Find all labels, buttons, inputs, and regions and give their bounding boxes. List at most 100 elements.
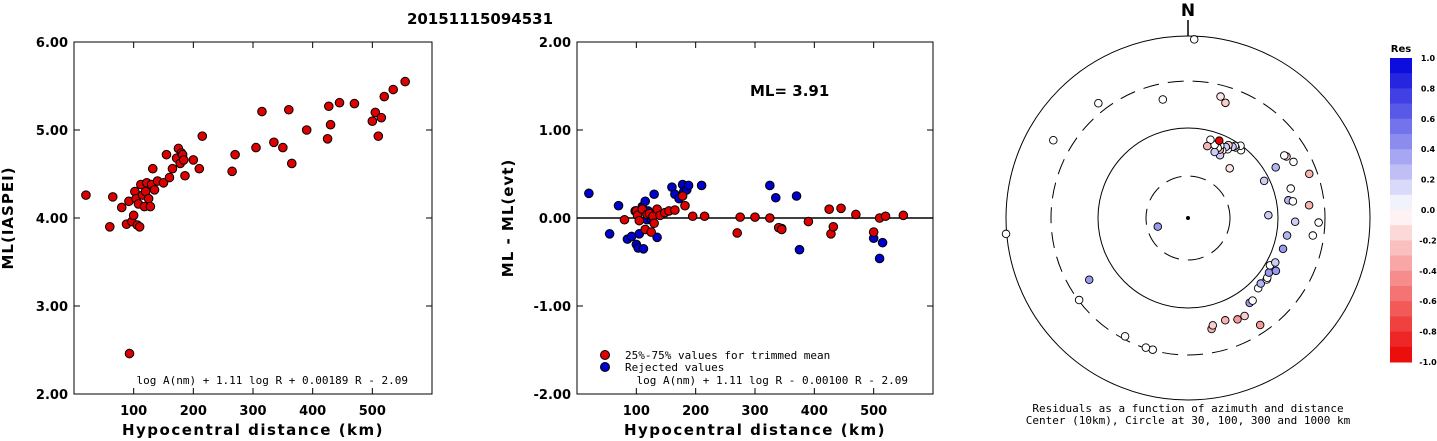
left-x-label: Hypocentral distance (km) bbox=[122, 421, 384, 439]
station-point bbox=[370, 107, 381, 118]
ring-300 bbox=[1050, 80, 1326, 356]
colorbar-cell bbox=[1390, 346, 1412, 363]
residual-point bbox=[1271, 266, 1281, 276]
residual-point bbox=[1290, 217, 1300, 226]
residual-point bbox=[1214, 136, 1224, 145]
rejected-point bbox=[640, 196, 651, 207]
polar-caption-1: Residuals as a function of azimuth and d… bbox=[1032, 402, 1343, 415]
station-point bbox=[145, 201, 156, 212]
middle-xtick-label: 100 bbox=[623, 404, 650, 419]
colorbar-tick-label: 0.8 bbox=[1421, 84, 1436, 93]
colorbar-cell bbox=[1390, 88, 1412, 105]
station-point bbox=[227, 166, 237, 177]
rejected-point bbox=[770, 192, 781, 203]
trimmed-mean-point bbox=[828, 222, 839, 232]
polar-caption-2: Center (10km), Circle at 30, 100, 300 an… bbox=[1026, 414, 1351, 427]
station-point bbox=[143, 193, 154, 204]
trimmed-mean-point bbox=[677, 191, 688, 201]
residual-point bbox=[1210, 147, 1219, 157]
station-point bbox=[128, 210, 139, 221]
residual-point bbox=[1120, 332, 1130, 341]
colorbar-tick-label: 0.6 bbox=[1421, 115, 1436, 124]
middle-ytick-label: 0.00 bbox=[539, 212, 571, 227]
left-ytick-label: 4.00 bbox=[36, 212, 68, 227]
rejected-point bbox=[613, 200, 624, 211]
colorbar-title: Res bbox=[1391, 44, 1411, 55]
residual-point bbox=[1271, 258, 1280, 267]
station-point bbox=[323, 101, 334, 112]
colorbar-cell bbox=[1390, 301, 1412, 317]
middle-y-label: ML - ML(evt) bbox=[499, 159, 517, 277]
residual-point bbox=[1001, 229, 1011, 239]
station-point bbox=[257, 106, 267, 117]
residual-point bbox=[1264, 210, 1273, 220]
colorbar-cell bbox=[1390, 331, 1412, 348]
left-xtick-label: 200 bbox=[180, 404, 207, 419]
colorbar-cell bbox=[1390, 164, 1412, 181]
station-point bbox=[167, 163, 178, 174]
station-point bbox=[188, 155, 199, 165]
station-point bbox=[116, 202, 127, 213]
colorbar-tick-label: 0.4 bbox=[1421, 145, 1436, 154]
residual-point bbox=[1208, 321, 1218, 330]
rejected-point bbox=[652, 232, 662, 243]
station-point bbox=[325, 119, 336, 130]
trimmed-mean-point bbox=[824, 204, 834, 214]
middle-formula: log A(nm) + 1.11 log R - 0.00100 R - 2.0… bbox=[636, 374, 908, 387]
rejected-point bbox=[791, 191, 802, 201]
middle-ytick-label: 1.00 bbox=[539, 124, 571, 139]
rejected-point bbox=[765, 180, 775, 191]
trimmed-mean-point bbox=[735, 212, 745, 222]
station-point bbox=[334, 97, 345, 108]
middle-xtick-label: 400 bbox=[801, 404, 828, 419]
station-point bbox=[388, 84, 399, 95]
residual-point bbox=[1220, 316, 1230, 325]
station-point bbox=[149, 185, 160, 195]
residual-point bbox=[1153, 222, 1163, 231]
ring-30 bbox=[1145, 175, 1231, 261]
colorbar-cell bbox=[1390, 103, 1412, 120]
trimmed-mean-point bbox=[634, 215, 645, 226]
colorbar-cell bbox=[1390, 149, 1412, 165]
trimmed-mean-point bbox=[687, 211, 698, 222]
left-plot-frame bbox=[73, 41, 433, 395]
station-point bbox=[349, 98, 360, 109]
trimmed-mean-point bbox=[680, 200, 690, 211]
middle-xtick-label: 300 bbox=[741, 404, 768, 419]
figure-title: 20151115094531 bbox=[407, 10, 553, 28]
station-point bbox=[134, 222, 145, 232]
trimmed-mean-point bbox=[880, 211, 891, 222]
station-point bbox=[161, 149, 172, 160]
station-point bbox=[105, 222, 115, 232]
station-point bbox=[322, 134, 333, 144]
station-point bbox=[379, 91, 390, 102]
colorbar-tick-label: -0.4 bbox=[1419, 267, 1437, 276]
residual-point bbox=[1158, 95, 1168, 104]
station-point bbox=[124, 348, 135, 359]
residual-point bbox=[1305, 169, 1314, 179]
station-point bbox=[284, 104, 294, 115]
colorbar-tick-label: 0.0 bbox=[1421, 206, 1436, 215]
trimmed-mean-point bbox=[776, 224, 787, 235]
rejected-point bbox=[584, 188, 594, 199]
colorbar-cell bbox=[1390, 210, 1412, 226]
station-point bbox=[194, 163, 205, 174]
left-ytick-label: 5.00 bbox=[36, 124, 68, 139]
residual-point bbox=[1314, 218, 1323, 227]
middle-chart: 100 200 300 400 500 -2.00 -1.00 0.00 1.00 2.00 M… bbox=[499, 36, 934, 439]
trimmed-mean-point bbox=[619, 214, 630, 225]
station-point bbox=[376, 112, 387, 123]
center-point bbox=[1186, 216, 1190, 220]
colorbar-cell bbox=[1390, 194, 1412, 211]
colorbar-tick-label: 0.2 bbox=[1421, 176, 1435, 185]
middle-ytick-label: -1.00 bbox=[534, 300, 571, 315]
colorbar-cell bbox=[1390, 270, 1412, 287]
trimmed-mean-point bbox=[803, 216, 814, 227]
station-point bbox=[180, 170, 190, 181]
station-point bbox=[269, 137, 279, 148]
trimmed-mean-point bbox=[646, 227, 656, 237]
residual-point bbox=[1094, 99, 1103, 108]
trimmed-mean-point bbox=[699, 211, 710, 222]
station-point bbox=[147, 163, 158, 174]
residual-point bbox=[1248, 296, 1257, 305]
